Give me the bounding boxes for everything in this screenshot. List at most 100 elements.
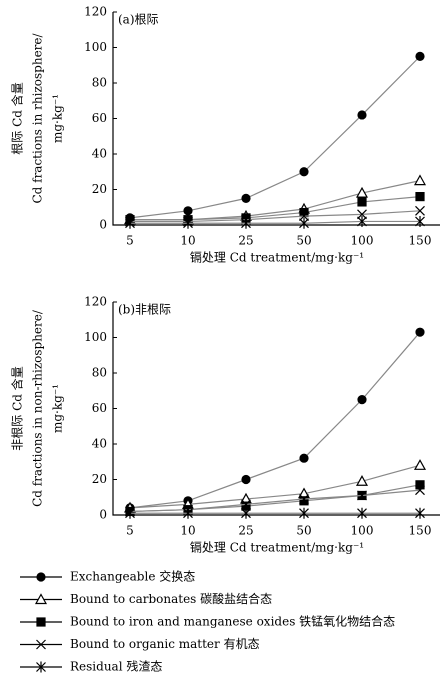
x-axis-label: 镉处理 Cd treatment/mg·kg⁻¹: [190, 541, 364, 555]
marker: [415, 485, 425, 496]
marker: [413, 459, 427, 470]
series: [125, 507, 425, 519]
marker: [241, 474, 251, 485]
x-tick-label: 25: [238, 524, 253, 538]
legend-label: Exchangeable 交换态: [70, 569, 195, 584]
series-line: [130, 210, 421, 223]
series-line: [129, 489, 421, 513]
y-tick-label: 120: [84, 5, 107, 19]
series: [123, 459, 427, 513]
legend-item: Bound to carbonates 碳酸盐结合态: [20, 591, 272, 606]
y-axis-label: Cd fractions in rhizosphere/: [31, 33, 45, 204]
marker: [241, 217, 251, 229]
y-tick-label: 20: [92, 182, 107, 196]
x-tick-label: 100: [351, 524, 374, 538]
marker: [415, 205, 425, 216]
marker: [355, 186, 369, 198]
marker: [299, 211, 309, 222]
y-tick-label: 100: [84, 330, 107, 344]
axis: [112, 302, 440, 516]
series-line: [129, 331, 421, 509]
x-tick-label: 25: [238, 234, 253, 248]
y-tick-label: 60: [92, 111, 107, 125]
marker: [413, 174, 427, 186]
marker: [415, 192, 425, 202]
marker: [36, 639, 46, 650]
series-line: [129, 464, 421, 509]
marker: [357, 507, 367, 519]
y-axis-label: 根际 Cd 含量: [10, 82, 25, 155]
legend-label: Bound to carbonates 碳酸盐结合态: [70, 591, 272, 606]
legend-label: Bound to iron and manganese oxides 铁锰氧化物…: [70, 614, 395, 629]
y-tick-label: 0: [99, 218, 107, 232]
legend-item: Exchangeable 交换态: [20, 569, 195, 584]
marker: [36, 572, 46, 582]
series: [125, 205, 425, 227]
x-axis-label: 镉处理 Cd treatment/mg·kg⁻¹: [190, 251, 364, 265]
marker: [415, 327, 425, 337]
series-line: [129, 484, 421, 513]
x-tick-label: 10: [180, 234, 195, 248]
y-axis-label: mg·kg⁻¹: [51, 94, 65, 143]
y-axis-label: 非根际 Cd 含量: [10, 366, 25, 451]
marker: [357, 215, 367, 227]
marker: [355, 475, 369, 486]
y-tick-label: 80: [92, 366, 107, 380]
x-tick-label: 10: [180, 524, 195, 538]
legend-item: Bound to organic matter 有机态: [20, 637, 260, 651]
marker: [36, 661, 46, 673]
x-tick-label: 150: [409, 524, 432, 538]
marker: [34, 593, 48, 605]
series-line: [130, 196, 421, 221]
y-tick-label: 0: [99, 508, 107, 522]
series: [125, 51, 425, 223]
marker: [357, 209, 367, 220]
series: [123, 174, 427, 225]
marker: [357, 110, 367, 120]
y-tick-label: 80: [92, 76, 107, 90]
marker: [125, 217, 135, 229]
x-tick-label: 5: [126, 234, 134, 248]
marker: [125, 507, 135, 519]
marker: [357, 395, 367, 405]
x-tick-label: 50: [296, 524, 311, 538]
series-line: [130, 220, 420, 224]
marker: [357, 197, 367, 207]
legend-item: Bound to iron and manganese oxides 铁锰氧化物…: [20, 614, 395, 629]
marker: [415, 215, 425, 227]
axis: [112, 12, 440, 226]
x-tick-label: 100: [351, 234, 374, 248]
marker: [241, 507, 251, 519]
chart-title: (b)非根际: [118, 303, 171, 317]
y-tick-label: 100: [84, 40, 107, 54]
x-tick-label: 150: [409, 234, 432, 248]
y-axis-label: mg·kg⁻¹: [51, 384, 65, 433]
marker: [36, 617, 46, 627]
marker: [299, 217, 309, 229]
marker: [183, 217, 193, 229]
marker: [183, 507, 193, 519]
y-tick-label: 20: [92, 472, 107, 486]
marker: [241, 499, 251, 510]
chart-title: (a)根际: [118, 13, 159, 27]
y-tick-label: 60: [92, 401, 107, 415]
marker: [357, 490, 367, 501]
marker: [299, 494, 309, 504]
marker: [415, 51, 425, 61]
series: [125, 327, 425, 513]
y-tick-label: 40: [92, 437, 107, 451]
marker: [299, 496, 309, 506]
x-tick-label: 50: [296, 234, 311, 248]
legend-label: Residual 残渣态: [70, 660, 162, 674]
marker: [299, 167, 309, 177]
marker: [241, 193, 251, 203]
y-axis-label: Cd fractions in non-rhizosphere/: [31, 309, 45, 507]
marker: [299, 453, 309, 463]
series: [125, 485, 425, 517]
marker: [415, 507, 425, 519]
y-tick-label: 40: [92, 147, 107, 161]
series: [125, 192, 425, 225]
series: [125, 215, 425, 229]
marker: [299, 507, 309, 519]
